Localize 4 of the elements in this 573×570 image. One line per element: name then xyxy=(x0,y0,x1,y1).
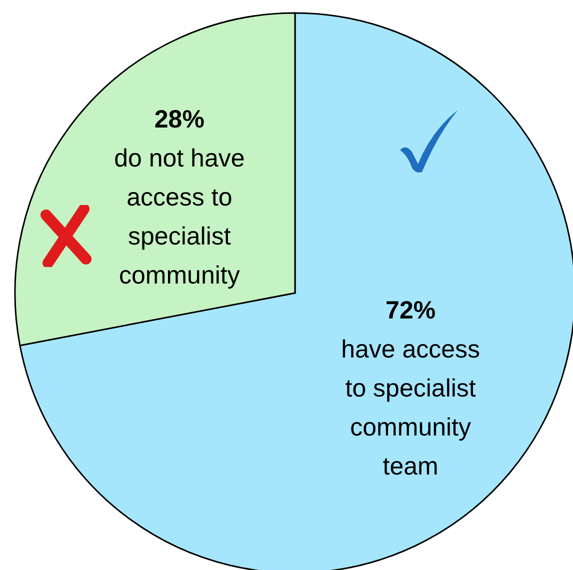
slice-label: have access to specialist community team xyxy=(341,336,480,481)
data-label: 28% xyxy=(154,105,204,134)
data-label: 72% xyxy=(386,296,436,325)
slice-label: do not have access to specialist community xyxy=(114,144,245,290)
